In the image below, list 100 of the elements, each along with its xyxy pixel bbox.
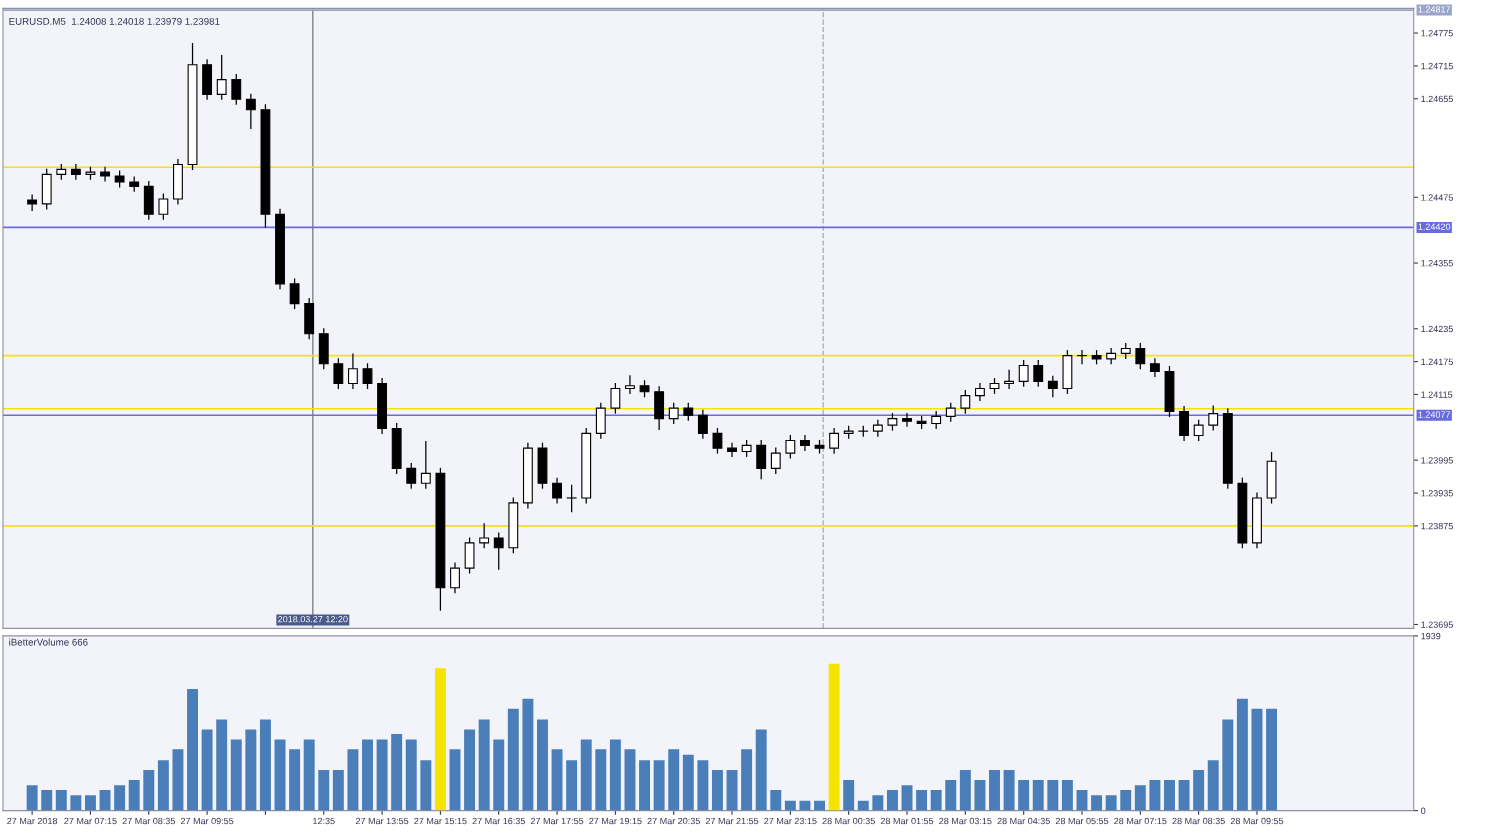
bar <box>201 729 213 811</box>
bar <box>1018 779 1030 811</box>
bar <box>259 719 271 811</box>
bar <box>653 760 665 811</box>
bar <box>697 760 709 811</box>
bar <box>624 749 636 811</box>
candlestick <box>931 410 942 430</box>
y-tick-label: 1.24475 <box>1421 194 1453 201</box>
x-tick-label: 28 Mar 00:35 <box>822 817 875 825</box>
bar <box>303 739 315 811</box>
bar <box>770 789 782 811</box>
x-tick-label: 27 Mar 16:35 <box>472 817 525 825</box>
candlestick <box>1208 404 1219 432</box>
bar <box>872 795 884 811</box>
x-tick-label: 28 Mar 05:55 <box>1055 817 1109 825</box>
x-tick-label: 27 Mar 13:55 <box>355 817 409 825</box>
candlestick <box>727 442 737 458</box>
bar <box>1120 789 1132 811</box>
bar <box>128 779 140 811</box>
candlestick <box>800 434 810 452</box>
bar <box>376 739 388 811</box>
x-tick-label: 27 Mar 23:15 <box>764 817 817 825</box>
x-tick-label: 28 Mar 07:15 <box>1114 817 1167 825</box>
candlestick <box>945 402 956 423</box>
y-tick-label: 0 <box>1421 807 1426 814</box>
x-tick-label: 28 Mar 03:15 <box>939 817 992 825</box>
x-tick-label: 27 Mar 09:55 <box>180 817 234 825</box>
candlestick <box>70 163 81 181</box>
candlestick <box>974 382 985 402</box>
candlestick <box>668 402 679 425</box>
y-tick-label: 1.24775 <box>1421 30 1453 37</box>
bar <box>507 708 519 811</box>
x-tick-label: 27 Mar 08:35 <box>122 817 176 825</box>
bar <box>478 719 490 811</box>
bar <box>814 800 825 811</box>
candlestick <box>1135 342 1146 370</box>
bar <box>70 795 82 811</box>
bar <box>114 785 126 811</box>
chart-title: iBetterVolume 666 <box>9 638 88 646</box>
x-tick-label: 27 Mar 2018 <box>7 817 58 825</box>
x-tick-label: 27 Mar 17:55 <box>530 817 584 825</box>
bar <box>26 785 38 811</box>
bar <box>682 754 694 811</box>
y-tick-label: 1.24655 <box>1421 95 1453 103</box>
candlestick <box>245 93 256 130</box>
bar <box>522 698 534 811</box>
bar <box>216 719 228 811</box>
candlestick <box>625 374 635 395</box>
bar <box>434 668 446 811</box>
bar <box>1032 779 1044 811</box>
bar <box>1266 708 1278 811</box>
y-tick-label: 1.24235 <box>1421 325 1453 333</box>
candlestick <box>785 434 796 460</box>
candlestick <box>712 427 723 455</box>
bar <box>362 739 373 811</box>
ref-line-label: 2018.03.27 12:20 <box>278 615 348 623</box>
x-tick-label: 12:35 <box>313 817 335 825</box>
bar <box>41 789 53 811</box>
bar <box>318 770 330 811</box>
bar <box>1047 779 1059 811</box>
bar <box>566 760 578 811</box>
candlestick <box>829 427 840 455</box>
bar <box>551 749 563 811</box>
bar <box>886 789 898 811</box>
bar <box>1251 708 1263 811</box>
candlestick <box>216 54 227 101</box>
candlestick <box>1004 369 1015 390</box>
bar <box>580 739 592 811</box>
y-tick-label: 1.24115 <box>1421 391 1453 398</box>
bar <box>420 760 432 811</box>
bar <box>274 739 286 811</box>
ref-line-label: 1.24420 <box>1418 223 1451 230</box>
candlestick <box>697 409 708 440</box>
bar <box>1222 719 1234 811</box>
y-tick-label: 1.23995 <box>1421 457 1453 464</box>
candlestick <box>552 477 562 505</box>
bar <box>609 739 621 811</box>
bar <box>449 749 461 811</box>
bar <box>172 749 184 811</box>
bar <box>1134 785 1146 811</box>
bar <box>1236 698 1248 811</box>
bar <box>1207 760 1219 811</box>
y-tick-label: 1.23695 <box>1421 621 1453 628</box>
x-tick-label: 28 Mar 04:35 <box>997 817 1050 825</box>
candlestick <box>1047 375 1058 398</box>
bar <box>493 739 505 811</box>
bar <box>391 734 403 811</box>
bar <box>595 749 607 811</box>
x-tick-label: 27 Mar 07:15 <box>64 817 117 825</box>
candlestick <box>960 389 971 415</box>
x-tick-label: 28 Mar 08:35 <box>1172 817 1225 825</box>
candlestick <box>566 484 577 513</box>
bar <box>668 749 680 811</box>
candlestick <box>493 531 504 571</box>
candlestick <box>420 440 431 490</box>
bar <box>1164 779 1175 811</box>
candlestick <box>347 352 358 390</box>
candlestick <box>756 439 767 480</box>
bar <box>347 749 359 811</box>
bar <box>799 800 811 811</box>
